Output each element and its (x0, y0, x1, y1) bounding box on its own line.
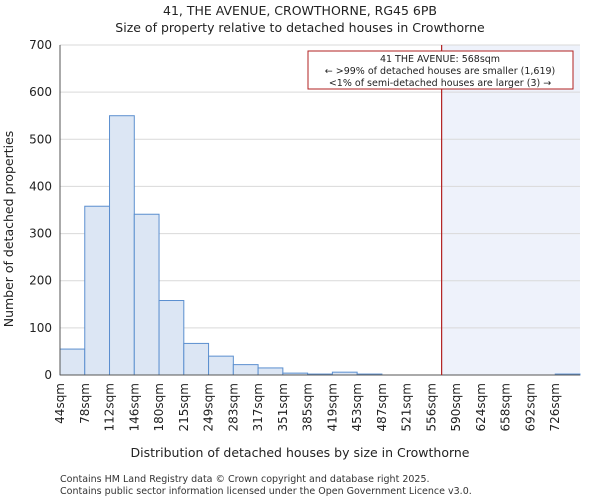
y-axis-label: Number of detached properties (1, 131, 16, 328)
x-tick-label: 44sqm (53, 383, 67, 424)
y-tick-label: 300 (29, 227, 52, 241)
bar-146sqm (133, 213, 160, 376)
x-tick-label: 590sqm (449, 383, 463, 431)
y-tick-label: 200 (29, 274, 52, 288)
y-tick-label: 400 (29, 179, 52, 193)
x-axis-label: Distribution of detached houses by size … (130, 445, 469, 460)
y-tick-label: 700 (29, 38, 52, 52)
x-tick-label: 487sqm (375, 383, 389, 431)
x-tick-label: 556sqm (424, 383, 438, 431)
chart-title: 41, THE AVENUE, CROWTHORNE, RG45 6PB (163, 3, 437, 18)
x-tick-label: 249sqm (202, 383, 216, 431)
x-tick-label: 692sqm (523, 383, 537, 431)
x-tick-label: 624sqm (474, 383, 488, 431)
x-tick-label: 112sqm (103, 383, 117, 431)
y-tick-label: 100 (29, 321, 52, 335)
x-tick-label: 317sqm (251, 383, 265, 431)
bar-283sqm (232, 364, 259, 376)
x-tick-label: 419sqm (325, 383, 339, 431)
annotation-box (307, 50, 574, 90)
highlight-region (441, 45, 580, 375)
x-tick-label: 385sqm (301, 383, 315, 431)
annotation-line3: <1% of semi-detached houses are larger (… (329, 78, 551, 89)
annotation-line2: ← >99% of detached houses are smaller (1… (325, 66, 556, 77)
chart-subtitle: Size of property relative to detached ho… (115, 20, 485, 35)
bar-112sqm (109, 115, 135, 376)
x-tick-label: 283sqm (226, 383, 240, 431)
x-tick-label: 180sqm (152, 383, 166, 431)
bar-44sqm (59, 348, 86, 376)
bar-180sqm (158, 300, 185, 376)
bar-78sqm (84, 205, 111, 376)
x-tick-label: 351sqm (276, 383, 290, 431)
bar-215sqm (183, 342, 210, 376)
x-tick-label: 521sqm (400, 383, 414, 431)
x-tick-label: 726sqm (548, 383, 562, 431)
footer-licence: Contains public sector information licen… (60, 486, 472, 497)
bar-249sqm (208, 355, 234, 376)
x-tick-label: 658sqm (499, 383, 513, 431)
bar-317sqm (257, 367, 284, 376)
annotation-label: 41 THE AVENUE: 568sqm (380, 54, 500, 65)
plot-area: 0 100 200 300 400 500 600 700 44sqm 78sqm 112sqm 14… (29, 38, 581, 431)
y-tick-label: 0 (44, 368, 52, 382)
x-tick-label: 146sqm (127, 383, 141, 431)
footer-copyright: Contains HM Land Registry data © Crown c… (60, 474, 430, 485)
y-tick-label: 600 (29, 85, 52, 99)
x-tick-label: 215sqm (177, 383, 191, 431)
x-tick-label: 78sqm (78, 383, 92, 424)
y-tick-label: 500 (29, 132, 52, 146)
x-tick-label: 453sqm (350, 383, 364, 431)
